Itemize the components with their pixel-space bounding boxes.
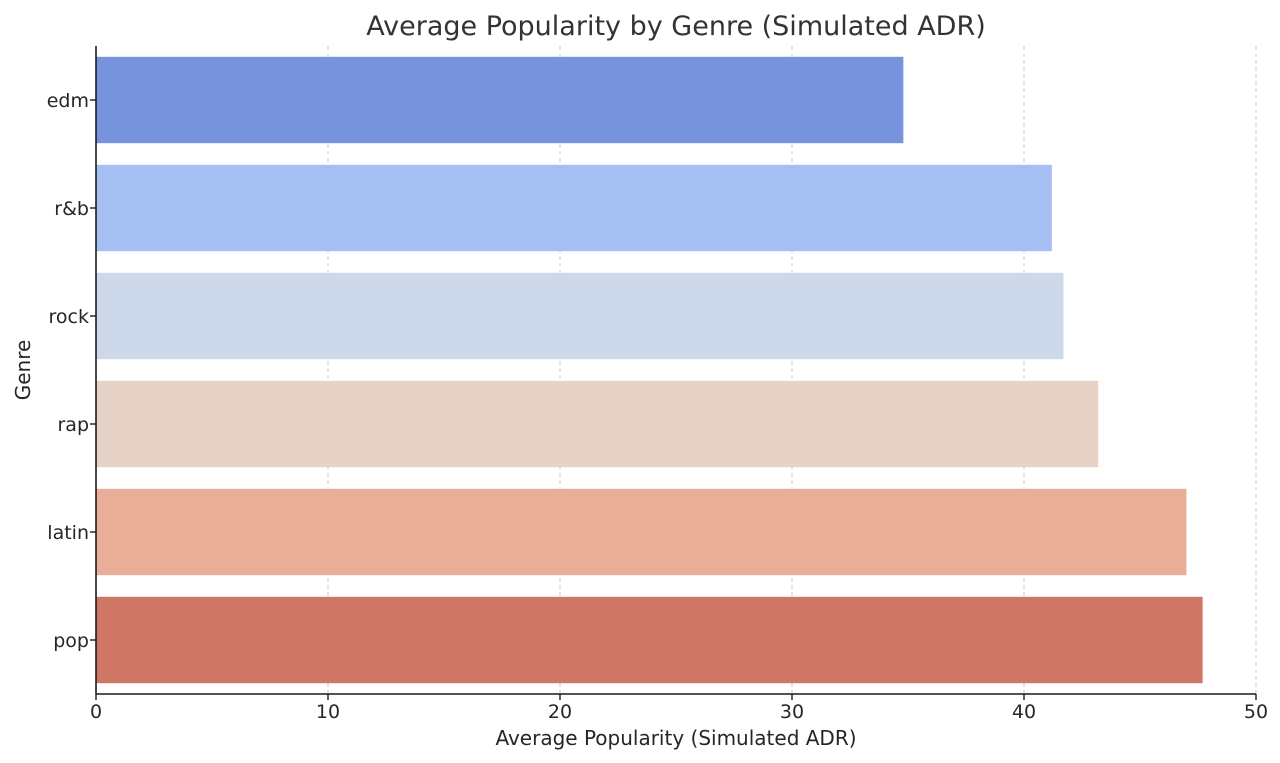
y-tick-label: latin xyxy=(47,522,89,544)
x-tick-label: 20 xyxy=(548,701,572,723)
x-axis-label: Average Popularity (Simulated ADR) xyxy=(495,726,856,750)
axes xyxy=(95,46,1256,695)
y-ticks: edm r&b rock rap latin pop xyxy=(47,90,96,652)
y-tick-label: rap xyxy=(57,414,89,436)
bar-rb xyxy=(96,164,1052,252)
x-tick-label: 10 xyxy=(316,701,340,723)
y-tick-label: r&b xyxy=(54,198,89,220)
x-tick-label: 50 xyxy=(1244,701,1268,723)
bar-rock xyxy=(96,272,1064,360)
y-tick-label: pop xyxy=(53,630,89,652)
bars xyxy=(96,56,1203,684)
gridlines xyxy=(327,46,1257,694)
bar-edm xyxy=(96,56,904,144)
bar-pop xyxy=(96,596,1203,684)
chart-title: Average Popularity by Genre (Simulated A… xyxy=(366,11,986,42)
y-tick-label: rock xyxy=(49,306,89,328)
x-ticks: 0 10 20 30 40 50 xyxy=(90,694,1268,723)
x-tick-label: 40 xyxy=(1012,701,1036,723)
y-axis-label: Genre xyxy=(11,340,35,401)
y-tick-label: edm xyxy=(47,90,89,112)
bar-latin xyxy=(96,488,1187,576)
x-tick-label: 0 xyxy=(90,701,102,723)
bar-rap xyxy=(96,380,1099,468)
x-tick-label: 30 xyxy=(780,701,804,723)
